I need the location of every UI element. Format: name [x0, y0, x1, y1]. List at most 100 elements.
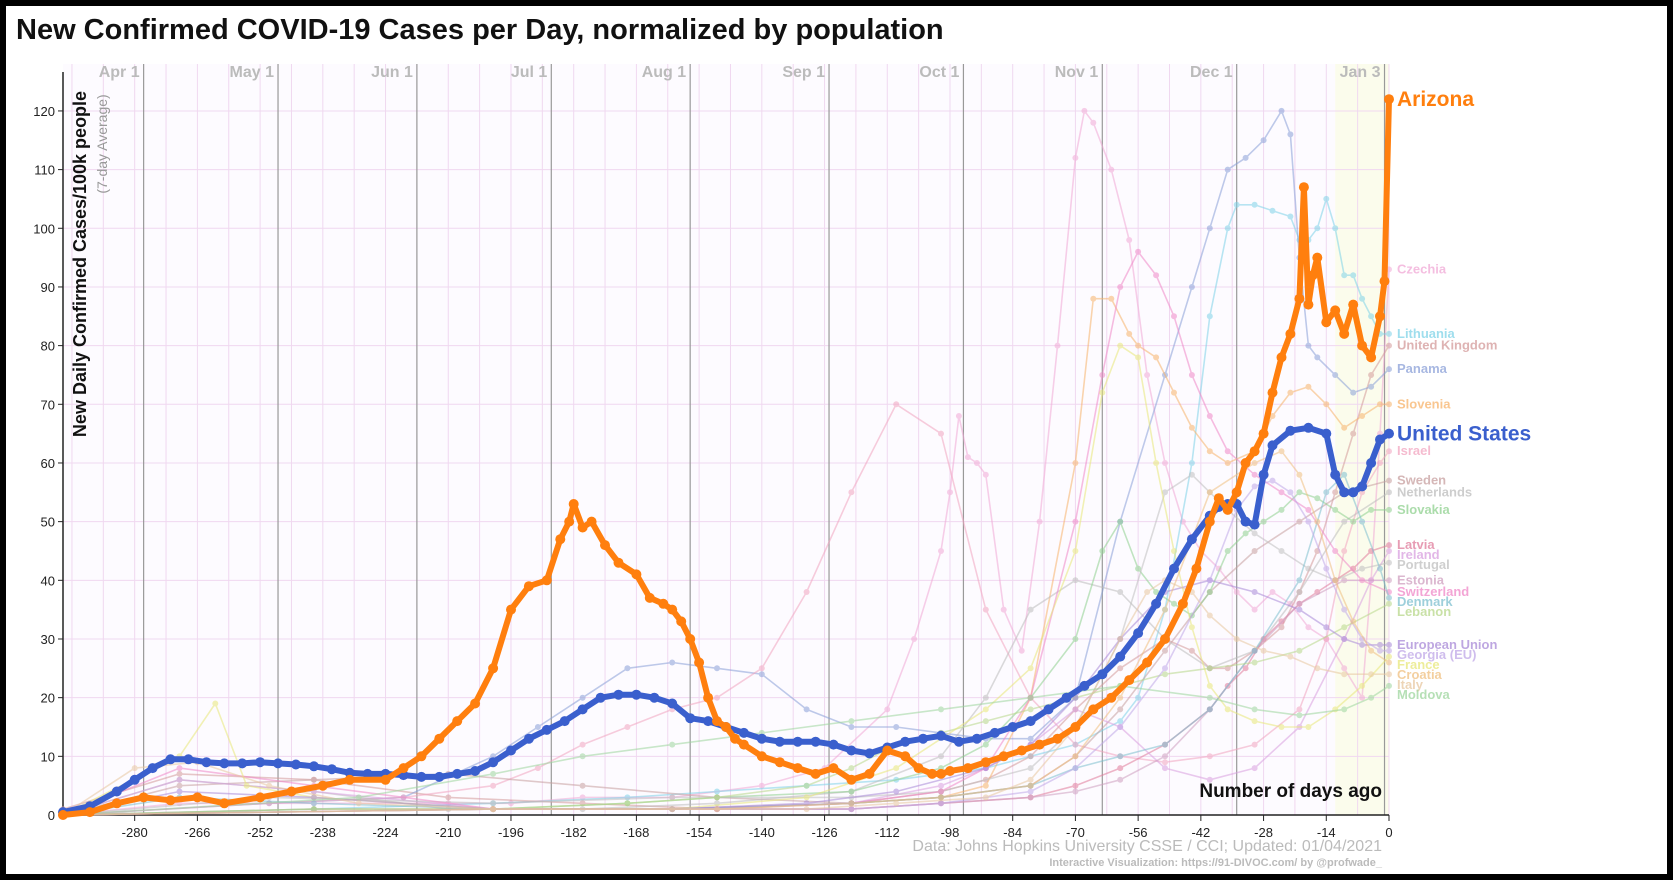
data-point-lebanon [1162, 671, 1168, 678]
end-label-switzerland: Switzerland [1397, 584, 1469, 599]
data-point-arizona [1339, 328, 1350, 339]
data-point-arizona [1348, 299, 1359, 310]
data-point-united-kingdom [176, 770, 183, 777]
data-point-arizona [568, 499, 579, 509]
data-point-italy [893, 800, 900, 807]
data-point-switzerland [1153, 272, 1160, 279]
data-point-arizona [810, 768, 821, 779]
month-label: Apr 1 [99, 64, 140, 81]
data-point-croatia [1332, 577, 1339, 584]
data-point-united-states [1330, 469, 1341, 480]
data-point-arizona [1294, 293, 1305, 304]
data-point-arizona [1177, 598, 1188, 609]
data-point-slovenia [1386, 401, 1392, 408]
data-point-portugal [669, 794, 676, 801]
y-tick-label: 50 [41, 515, 55, 530]
data-point-arizona [1106, 692, 1117, 703]
data-point-georgia-eu [1323, 565, 1330, 572]
x-tick-label: -42 [1191, 825, 1210, 840]
data-point-united-states [1079, 680, 1090, 691]
x-tick-label: -196 [498, 825, 524, 840]
data-point-panama [714, 665, 720, 672]
data-point-italy [1117, 636, 1124, 642]
data-point-arizona [586, 516, 597, 527]
data-point-arizona [1298, 182, 1309, 193]
y-tick-label: 30 [41, 632, 55, 647]
data-point-switzerland [1117, 284, 1124, 290]
data-point-arizona [1303, 299, 1314, 310]
data-point-moldova [1341, 706, 1348, 713]
data-point-ireland [1072, 706, 1079, 713]
data-point-czechia [1269, 589, 1276, 595]
data-point-european-union [1296, 606, 1303, 613]
data-point-france [1188, 624, 1195, 631]
data-point-lithuania [1287, 213, 1294, 220]
data-point-slovenia [1135, 342, 1142, 349]
data-point-italy [1144, 589, 1151, 595]
data-point-panama [1206, 225, 1213, 232]
data-point-portugal [1359, 565, 1366, 572]
data-point-czechia [947, 489, 953, 496]
data-point-lebanon [1251, 659, 1258, 666]
month-label: Aug 1 [642, 64, 687, 81]
data-point-czechia [911, 636, 918, 642]
data-point-arizona [828, 763, 839, 774]
data-point-slovakia [1206, 589, 1213, 595]
x-tick-label: -56 [1129, 825, 1148, 840]
data-point-slovenia [982, 782, 989, 789]
y-tick-label: 100 [33, 221, 55, 236]
end-label-france: France [1397, 657, 1440, 672]
data-point-united-states [362, 768, 373, 779]
data-point-arizona [1276, 352, 1287, 363]
end-label-united-kingdom: United Kingdom [1397, 338, 1497, 353]
data-point-sweden [1296, 518, 1303, 525]
data-point-arizona [255, 792, 266, 803]
data-point-moldova [938, 706, 944, 713]
data-point-lithuania [1224, 225, 1231, 232]
data-point-lithuania [1323, 195, 1330, 202]
data-point-arizona [506, 604, 516, 615]
data-point-arizona [721, 722, 731, 732]
data-point-israel [579, 741, 586, 748]
data-point-arizona [317, 780, 328, 791]
data-point-arizona [980, 757, 991, 768]
data-point-israel [1206, 753, 1213, 760]
data-point-united-states [792, 736, 803, 747]
data-point-lithuania [714, 788, 720, 795]
end-label-czechia: Czechia [1397, 261, 1447, 276]
data-point-arizona [1307, 270, 1318, 281]
y-tick-label: 40 [41, 573, 55, 588]
data-point-slovenia [1287, 389, 1294, 396]
data-point-sweden [1117, 706, 1124, 713]
end-label-latvia: Latvia [1397, 537, 1435, 552]
data-point-ireland [938, 782, 944, 789]
data-point-croatia [1296, 471, 1303, 478]
series-line-ireland [62, 550, 1390, 816]
data-point-united-states [1366, 458, 1377, 468]
data-point-arizona [1052, 733, 1063, 744]
data-point-panama [669, 659, 676, 666]
data-point-france [803, 794, 810, 801]
data-point-arizona [685, 634, 696, 644]
data-point-israel [803, 589, 810, 595]
data-point-arizona [846, 774, 857, 785]
data-point-united-states [1186, 534, 1197, 545]
data-point-denmark [310, 800, 317, 807]
plot-background [63, 64, 1389, 815]
data-point-switzerland [1188, 372, 1195, 378]
end-label-lithuania: Lithuania [1397, 326, 1456, 341]
data-point-slovakia [1332, 506, 1339, 513]
month-label: May 1 [230, 64, 275, 81]
data-point-estonia [1027, 794, 1034, 801]
data-point-czechia [1054, 342, 1061, 349]
data-point-slovakia [310, 806, 317, 813]
data-point-panama [1386, 366, 1392, 373]
data-point-united-states [774, 736, 785, 747]
data-point-portugal [1278, 548, 1285, 554]
data-point-moldova [490, 770, 497, 777]
data-point-denmark [1386, 594, 1392, 601]
data-point-czechia [938, 548, 944, 554]
data-point-israel [1386, 448, 1392, 455]
data-point-united-states [1043, 704, 1054, 715]
data-point-slovakia [1171, 600, 1177, 607]
